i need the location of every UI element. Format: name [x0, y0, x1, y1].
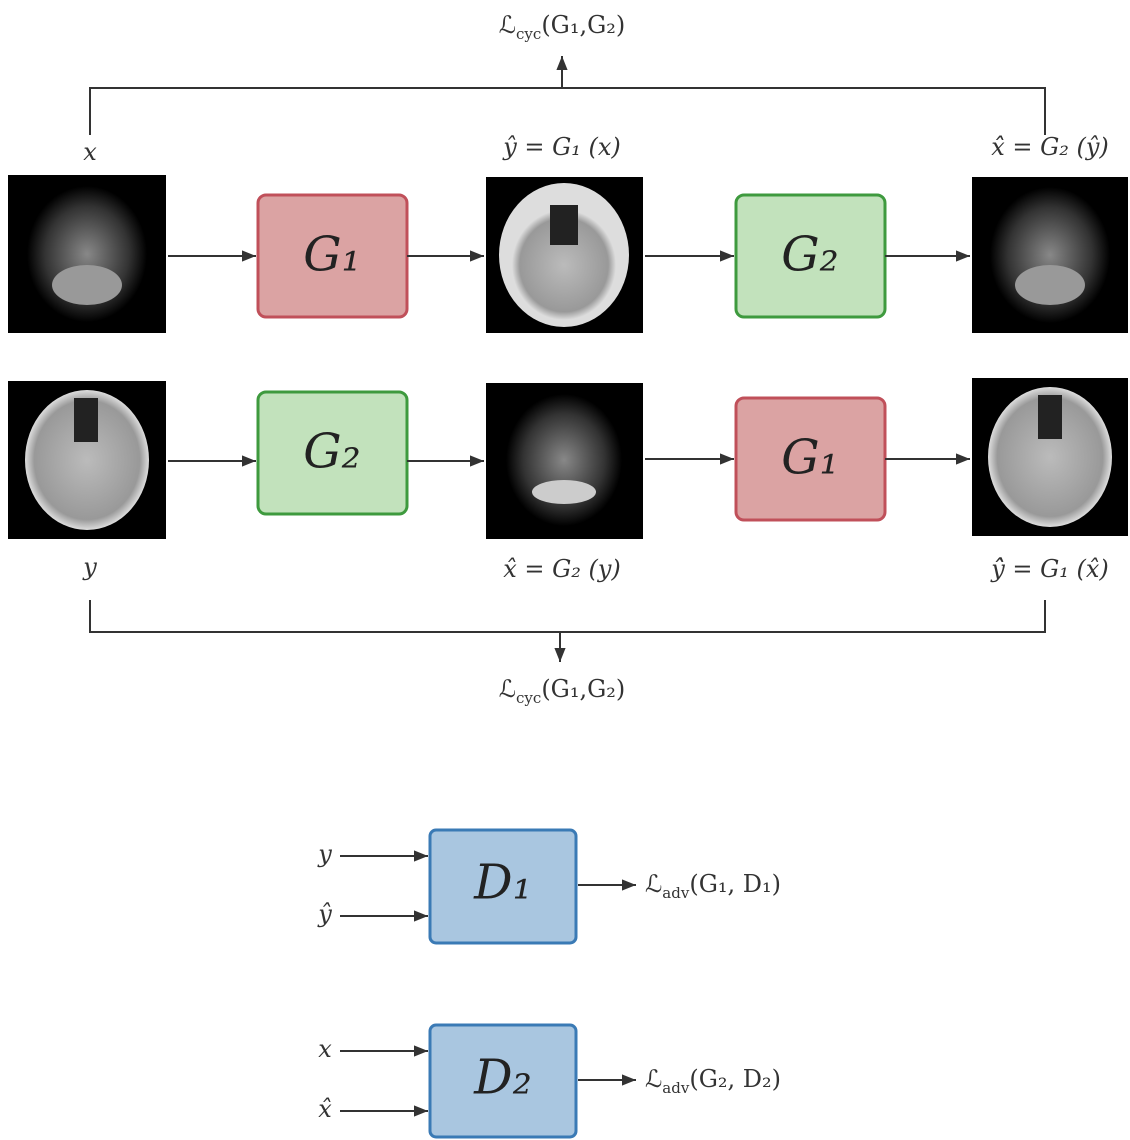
disc-input-label: ŷ	[317, 900, 332, 928]
block-label: D₂	[473, 1050, 532, 1106]
scan-image	[972, 378, 1128, 536]
text-part: (G₁, D₁)	[689, 870, 781, 898]
text-part: ℒ	[645, 870, 662, 898]
cycle-bracket-bottom	[90, 600, 1045, 662]
cycle-loss: ℒcyc(G₁,G₂)	[499, 11, 626, 43]
cycle-loss: ℒcyc(G₁,G₂)	[499, 675, 626, 707]
text-part: cyc	[516, 25, 541, 43]
block-label: D₁	[473, 855, 532, 911]
text-part: adv	[662, 884, 690, 902]
block-label: G₁	[303, 227, 361, 283]
text-part: ℒ	[499, 675, 516, 703]
text-part: cyc	[516, 689, 541, 707]
text-part: (G₁,G₂)	[541, 11, 625, 39]
block-label: G₁	[781, 430, 839, 486]
output-label: x̂̂ = G₂ (ŷ)	[991, 133, 1109, 161]
scan-image	[8, 381, 166, 539]
scan-image	[8, 175, 166, 333]
adversarial-loss: ℒadv(G₁, D₁)	[645, 870, 781, 902]
mid-label: x̂ = G₂ (y)	[503, 555, 621, 583]
output-label: ŷ̂ = G₁ (x̂)	[990, 555, 1109, 583]
text-part: (G₂, D₂)	[689, 1065, 781, 1093]
text-part: ℒ	[645, 1065, 662, 1093]
adversarial-loss: ℒadv(G₂, D₂)	[645, 1065, 781, 1097]
cycle-bracket-top	[90, 56, 1045, 135]
block-label: G₂	[781, 227, 839, 283]
text-part: adv	[662, 1079, 690, 1097]
text-part: ℒ	[499, 11, 516, 39]
diagram: ℒcyc(G₁,G₂) x ŷ = G₁ (x) x̂̂ = G₂ (ŷ) G₁…	[0, 0, 1130, 1140]
scan-image	[486, 177, 643, 333]
disc-input-label: y	[317, 840, 332, 868]
text-part: (G₁,G₂)	[541, 675, 625, 703]
block-label: G₂	[303, 424, 361, 480]
input-label: y	[82, 553, 97, 581]
disc-input-label: x̂	[318, 1095, 332, 1123]
scan-image	[972, 177, 1128, 333]
page: ℒcyc(G₁,G₂) x ŷ = G₁ (x) x̂̂ = G₂ (ŷ) G₁…	[0, 0, 1130, 1140]
scan-image	[486, 383, 643, 539]
disc-input-label: x	[318, 1035, 332, 1063]
input-label: x	[83, 138, 97, 166]
mid-label: ŷ = G₁ (x)	[502, 133, 621, 161]
